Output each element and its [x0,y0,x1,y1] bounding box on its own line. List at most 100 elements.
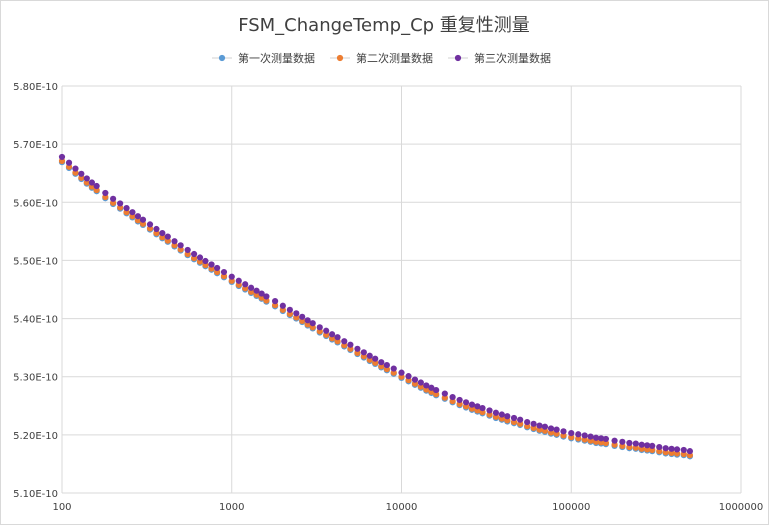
data-point [517,416,524,423]
data-point [383,361,390,369]
data-point [398,369,405,376]
data-point [498,411,505,418]
data-point [560,428,567,435]
data-point [286,306,293,313]
data-point [492,409,500,416]
data-point [263,293,270,300]
data-point [139,216,147,223]
data-point [190,250,198,258]
data-point [360,349,367,356]
legend-item: 第二次测量数据 [330,51,433,65]
data-point [649,442,656,450]
legend-item: 第三次测量数据 [448,51,551,65]
legend-marker [454,54,462,62]
x-axis-tick-labels: 100 1000 10000 100000 1000000 [52,502,763,513]
legend-item: 第一次测量数据 [212,51,315,65]
data-point [423,382,430,389]
data-point [504,413,511,420]
y-tick-label: 5.20E-10 [13,431,58,442]
data-point [177,242,184,249]
data-point [184,246,191,254]
data-point [72,165,79,172]
data-point [449,393,456,401]
data-point [372,355,379,362]
x-tick-label: 100 [52,502,71,513]
data-point [146,221,154,228]
data-point [279,302,286,309]
data-point [541,423,549,430]
data-point [258,290,265,297]
data-point [632,440,639,447]
x-tick-label: 10000 [386,502,418,513]
data-point [347,341,354,348]
data-point [196,254,204,261]
data-point [390,365,397,372]
data-points [58,153,694,460]
data-point [575,431,582,438]
data-point [668,445,675,452]
y-tick-label: 5.30E-10 [13,373,58,384]
data-point [611,437,618,444]
data-point [644,442,651,449]
data-point [638,441,645,448]
data-point [202,257,209,265]
data-point [171,238,178,245]
data-point [235,277,242,284]
data-point [626,439,633,447]
data-point [462,399,470,406]
data-point [153,225,160,233]
chart-title: FSM_ChangeTemp_Cp 重复性测量 [238,15,530,36]
series-3 [58,153,694,455]
data-point [78,170,85,177]
data-point [405,373,412,380]
data-point [433,386,440,394]
y-tick-label: 5.10E-10 [13,489,58,500]
data-point [524,418,531,426]
data-point [309,320,316,327]
y-axis-tick-labels: 5.10E-10 5.20E-10 5.30E-10 5.40E-10 5.50E-10… [13,82,58,500]
data-point [109,195,117,202]
data-point [417,379,424,386]
data-point [134,213,142,220]
y-tick-label: 5.40E-10 [13,315,58,326]
data-point [164,233,171,240]
data-point [656,443,663,451]
data-point [220,268,228,276]
legend-marker [218,54,226,62]
data-point [592,434,600,441]
data-point [662,445,669,452]
data-point [159,230,166,237]
data-point [93,182,100,190]
data-point [228,273,235,280]
data-point [536,422,543,429]
data-point [328,331,336,338]
data-point [474,403,481,410]
data-point [253,287,260,294]
data-point [378,359,385,366]
data-point [680,446,687,454]
x-tick-label: 100000 [552,502,590,513]
data-point [117,200,124,207]
data-point [441,390,448,397]
data-point [456,396,463,404]
data-point [568,430,575,437]
y-tick-label: 5.70E-10 [13,140,58,151]
data-point [334,334,341,341]
data-point [304,317,311,324]
data-point [602,435,609,443]
data-point [299,313,306,320]
data-point [468,401,476,408]
data-point [366,352,373,359]
x-tick-label: 1000000 [719,502,764,513]
data-point [293,310,300,317]
data-point [83,175,90,182]
data-point [479,405,486,412]
data-point [598,435,605,442]
data-point [271,298,279,305]
data-point [323,327,330,334]
gridlines [61,85,742,494]
y-tick-label: 5.50E-10 [13,256,58,267]
data-point [553,426,560,433]
